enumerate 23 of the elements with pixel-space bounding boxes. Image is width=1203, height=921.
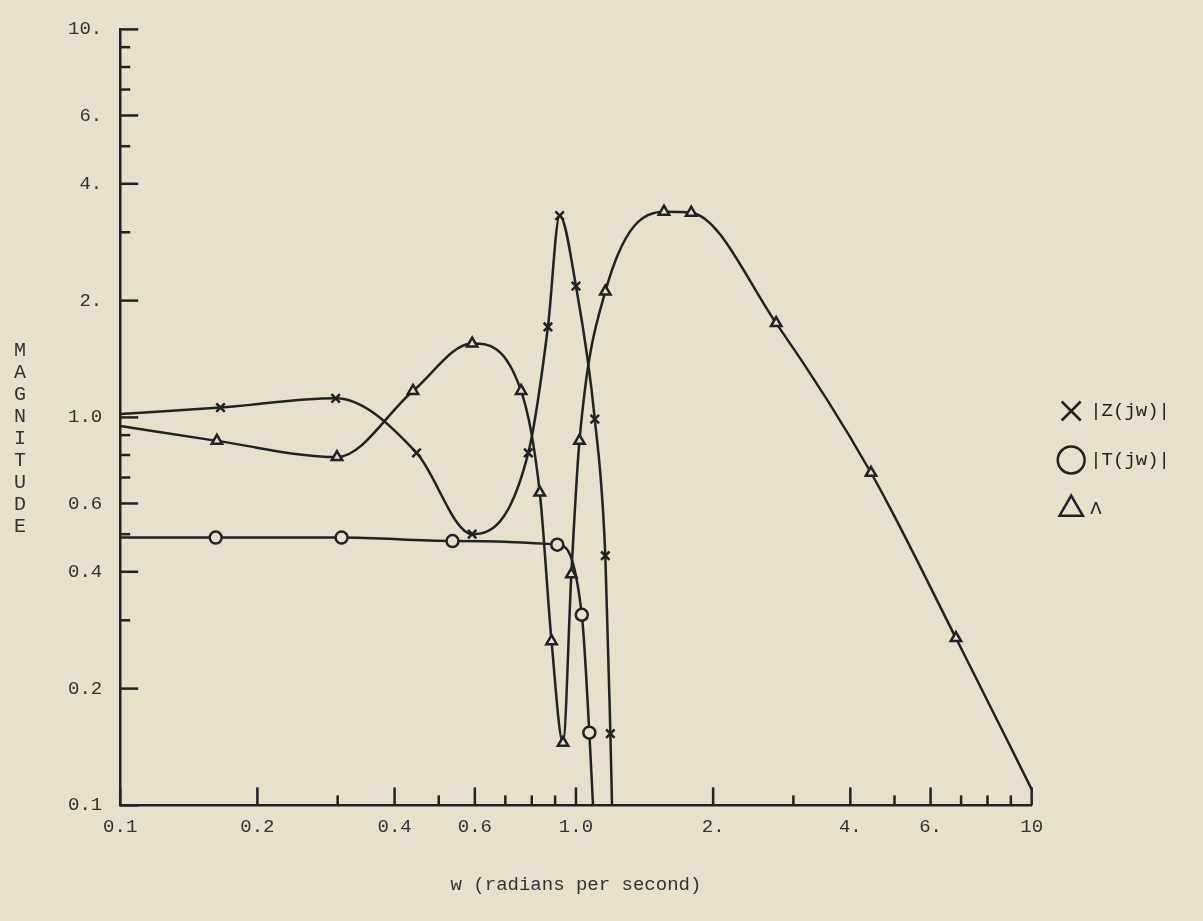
y-tick-label: 0.4 — [67, 560, 103, 583]
text: MAGNITUDE — [13, 339, 26, 538]
x-tick-label: 0.1 — [103, 815, 138, 838]
y-tick-label: 6. — [79, 104, 103, 127]
x-tick-label: 0.6 — [457, 815, 492, 838]
y-tick-label: 4. — [79, 172, 103, 195]
x-tick-label: 10 — [1020, 815, 1044, 838]
y-tick-label: 0.1 — [67, 794, 103, 817]
y-tick-label: 0.6 — [67, 492, 103, 515]
x-axis-title: w (radians per second) — [450, 873, 702, 896]
x-tick-label: 4. — [838, 815, 862, 838]
y-tick-label: 2. — [79, 289, 103, 312]
x-tick-label: 0.4 — [377, 815, 412, 838]
y-tick-label: 1.0 — [67, 406, 103, 429]
legend-label: Λ — [1090, 498, 1103, 521]
legend-label: |T(jw)| — [1090, 449, 1171, 472]
x-tick-label: 0.2 — [240, 815, 275, 838]
x-tick-label: 6. — [919, 815, 942, 838]
y-tick-label: 10. — [67, 18, 103, 41]
legend-label: |Z(jw)| — [1090, 400, 1171, 423]
y-tick-label: 0.2 — [67, 677, 103, 700]
x-tick-label: 1.0 — [558, 815, 594, 838]
x-tick-label: 2. — [701, 815, 725, 838]
